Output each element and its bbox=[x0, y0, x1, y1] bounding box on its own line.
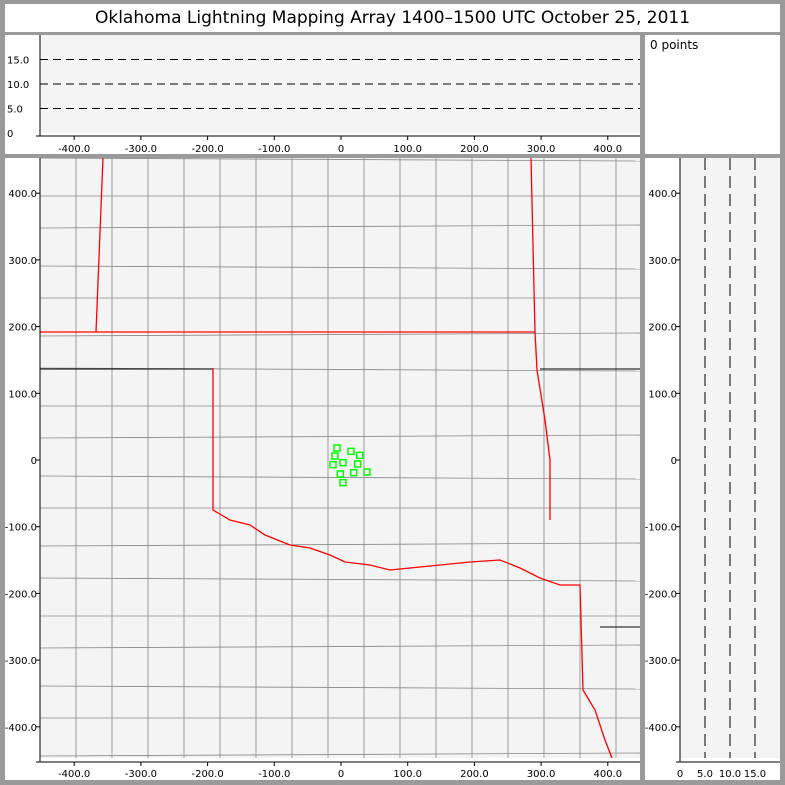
state-border-red bbox=[530, 157, 551, 520]
lightning-source-point bbox=[355, 451, 364, 460]
side-y-tick-label: 400.0 bbox=[648, 189, 677, 200]
side-y-tick-label: -300.0 bbox=[645, 656, 677, 667]
county-border bbox=[39, 265, 641, 270]
map-y-tick-label: 100.0 bbox=[8, 389, 37, 400]
side-y-tick-label: 0 bbox=[671, 456, 677, 467]
lightning-source-point bbox=[363, 468, 371, 476]
county-border bbox=[39, 157, 641, 162]
side-y-tick-label: -400.0 bbox=[645, 723, 677, 734]
map-y-tick-label: 200.0 bbox=[8, 323, 37, 334]
top-x-tick-label: -400.0 bbox=[58, 144, 90, 155]
top-y-tick-label: 5.0 bbox=[7, 105, 23, 116]
plot-title: Oklahoma Lightning Mapping Array 1400–15… bbox=[5, 4, 780, 32]
map-plot-area bbox=[40, 158, 640, 758]
lightning-source-point bbox=[339, 458, 347, 467]
top-y-tick-label: 10.0 bbox=[7, 80, 29, 91]
map-y-tick-label: -400.0 bbox=[5, 723, 37, 734]
map-y-tick-label: 0 bbox=[31, 456, 37, 467]
county-border bbox=[39, 542, 641, 547]
county-border bbox=[39, 224, 641, 229]
map-y-tick-label: 300.0 bbox=[8, 256, 37, 267]
map-x-tick-label: -400.0 bbox=[58, 769, 90, 780]
map-x-tick-label: -300.0 bbox=[125, 769, 157, 780]
state-border-red bbox=[212, 368, 613, 759]
side-x-tick-label: 5.0 bbox=[697, 769, 713, 780]
lightning-source-point bbox=[353, 460, 362, 468]
map-layer bbox=[39, 157, 641, 759]
lightning-source-point bbox=[339, 478, 347, 487]
top-x-tick-label: 400.0 bbox=[593, 144, 622, 155]
state-border-red bbox=[95, 157, 104, 333]
side-x-tick-label: 10.0 bbox=[719, 769, 741, 780]
map-y-tick-label: -200.0 bbox=[5, 589, 37, 600]
top-x-tick-label: -300.0 bbox=[125, 144, 157, 155]
side-y-tick-label: -100.0 bbox=[645, 523, 677, 534]
top-x-tick-label: 300.0 bbox=[527, 144, 556, 155]
map-x-tick-label: 100.0 bbox=[393, 769, 422, 780]
map-x-tick-label: 300.0 bbox=[527, 769, 556, 780]
lightning-source-point bbox=[331, 452, 339, 460]
county-border bbox=[39, 644, 641, 649]
lightning-source-point bbox=[336, 470, 345, 478]
side-y-tick-label: -200.0 bbox=[645, 589, 677, 600]
county-border bbox=[39, 752, 641, 757]
lightning-source-point bbox=[349, 468, 358, 477]
county-border bbox=[39, 685, 641, 690]
side-y-tick-label: 200.0 bbox=[648, 323, 677, 334]
side-y-tick-label: 300.0 bbox=[648, 256, 677, 267]
top-x-tick-label: 0 bbox=[338, 144, 344, 155]
points-count: 0 points bbox=[650, 38, 699, 52]
map-y-tick-label: -100.0 bbox=[5, 523, 37, 534]
top-x-tick-label: -200.0 bbox=[191, 144, 223, 155]
map-x-tick-label: 0 bbox=[338, 769, 344, 780]
lightning-source-point bbox=[333, 444, 341, 452]
top-y-tick-label: 15.0 bbox=[7, 56, 29, 67]
top-x-tick-label: -100.0 bbox=[258, 144, 290, 155]
top-x-tick-label: 200.0 bbox=[460, 144, 489, 155]
lightning-source-point bbox=[347, 447, 355, 456]
points-count-box: 0 points bbox=[645, 35, 780, 154]
county-border bbox=[39, 434, 641, 439]
map-x-tick-label: 400.0 bbox=[593, 769, 622, 780]
top-y-tick-label: 0 bbox=[7, 129, 13, 140]
side-y-tick-label: 100.0 bbox=[648, 389, 677, 400]
side-x-tick-label: 0 bbox=[677, 769, 683, 780]
map-x-tick-label: 200.0 bbox=[460, 769, 489, 780]
top-x-tick-label: 100.0 bbox=[393, 144, 422, 155]
side-x-tick-label: 15.0 bbox=[744, 769, 766, 780]
map-y-tick-label: 400.0 bbox=[8, 189, 37, 200]
map-x-tick-label: -200.0 bbox=[191, 769, 223, 780]
map-x-tick-label: -100.0 bbox=[258, 769, 290, 780]
lightning-source-point bbox=[329, 460, 337, 469]
county-border bbox=[39, 577, 641, 582]
map-y-tick-label: -300.0 bbox=[5, 656, 37, 667]
county-border bbox=[39, 332, 641, 337]
